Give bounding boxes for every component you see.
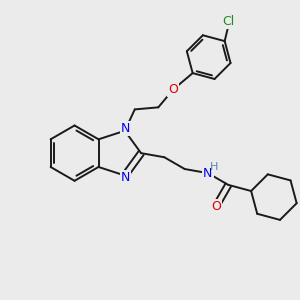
Text: Cl: Cl (222, 15, 235, 28)
Text: O: O (211, 200, 221, 213)
Text: O: O (169, 83, 178, 96)
Text: N: N (203, 167, 213, 180)
Text: N: N (121, 171, 130, 184)
Text: N: N (121, 122, 130, 135)
Text: H: H (210, 163, 218, 172)
